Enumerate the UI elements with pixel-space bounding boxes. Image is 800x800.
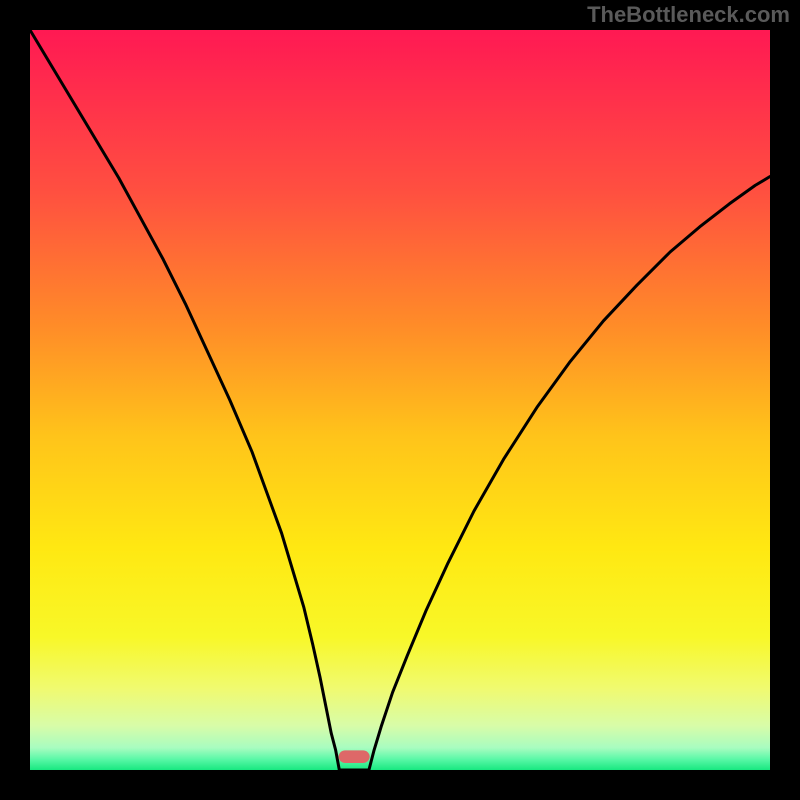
plot-area	[30, 30, 770, 770]
chart-svg	[30, 30, 770, 770]
watermark-text: TheBottleneck.com	[587, 2, 790, 28]
minimum-marker	[339, 750, 370, 763]
chart-container: TheBottleneck.com	[0, 0, 800, 800]
gradient-background	[30, 30, 770, 770]
